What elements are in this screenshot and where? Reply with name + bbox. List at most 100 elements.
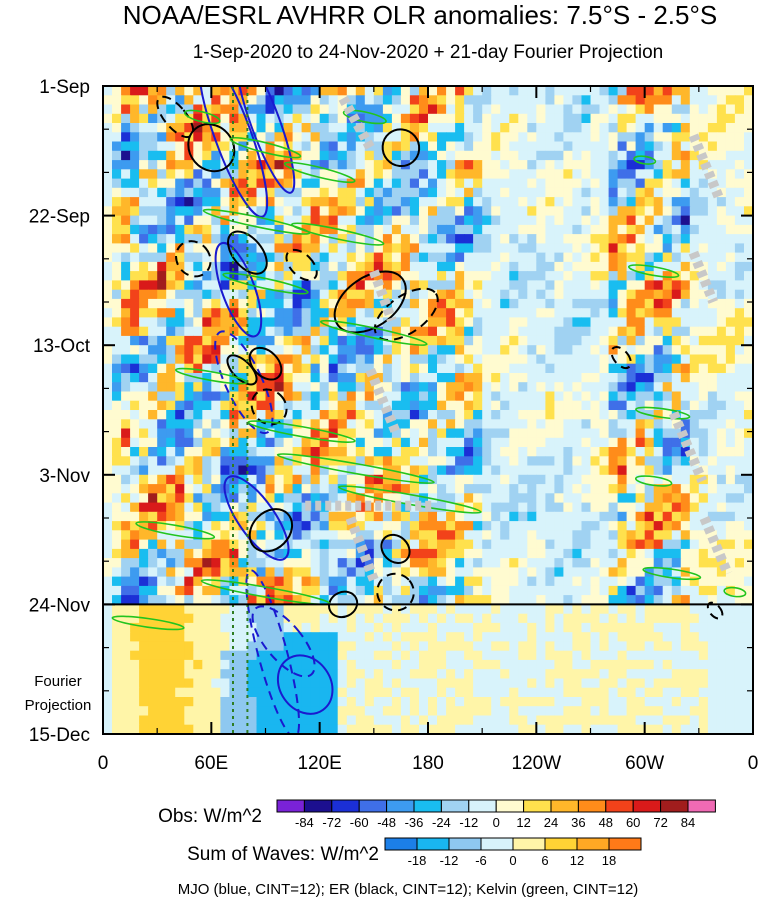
olr-cell (608, 456, 619, 467)
olr-cell (744, 160, 753, 170)
olr-cell (617, 86, 628, 96)
olr-cell (184, 558, 194, 568)
olr-cell (716, 632, 727, 643)
olr-cell (518, 558, 528, 568)
olr-cell (419, 437, 429, 448)
olr-cell (292, 363, 303, 374)
olr-cell (301, 641, 312, 652)
olr-cell (536, 613, 546, 624)
olr-cell (608, 391, 619, 402)
olr-cell (716, 95, 727, 106)
olr-cell (373, 585, 384, 596)
olr-cell (563, 132, 573, 143)
olr-cell (202, 484, 212, 494)
olr-cell (527, 456, 537, 467)
olr-cell (238, 558, 248, 568)
olr-cell (644, 354, 655, 365)
olr-cell (527, 484, 537, 494)
olr-cell (635, 484, 646, 494)
olr-cell (554, 298, 564, 309)
olr-cell (581, 123, 592, 133)
olr-cell (310, 363, 321, 374)
olr-cell (274, 539, 285, 550)
olr-cell (707, 206, 718, 217)
olr-cell (527, 687, 537, 698)
olr-cell (599, 150, 610, 161)
olr-cell (527, 289, 537, 300)
olr-cell (509, 132, 519, 143)
olr-cell (698, 113, 709, 124)
olr-cell (157, 493, 167, 504)
olr-cell (220, 289, 230, 300)
olr-cell (482, 187, 492, 198)
olr-cell (409, 530, 420, 541)
olr-cell (689, 576, 700, 587)
olr-cell (509, 363, 519, 374)
olr-cell (473, 585, 483, 596)
olr-cell (599, 613, 610, 624)
olr-cell (437, 539, 447, 550)
olr-cell (599, 113, 610, 124)
olr-cell (698, 410, 709, 420)
olr-cell (662, 428, 673, 439)
olr-cell (473, 567, 483, 578)
olr-cell (328, 141, 339, 152)
olr-cell (716, 178, 727, 189)
olr-cell (509, 298, 519, 309)
olr-cell (662, 86, 673, 96)
olr-cell (671, 391, 682, 402)
olr-cell (373, 187, 384, 198)
olr-cell (482, 595, 492, 605)
olr-cell (346, 261, 357, 272)
olr-cell (590, 548, 601, 559)
olr-cell (689, 86, 700, 96)
olr-cell (247, 474, 257, 485)
olr-cell (707, 141, 718, 152)
olr-cell (220, 113, 230, 124)
olr-cell (554, 437, 564, 448)
olr-cell (139, 289, 149, 300)
olr-cell (148, 391, 158, 402)
olr-cell (157, 206, 167, 217)
olr-cell (103, 132, 113, 143)
olr-cell (581, 613, 592, 624)
olr-cell (166, 363, 176, 374)
olr-cell (473, 104, 483, 115)
olr-cell (581, 215, 592, 226)
olr-cell (428, 197, 438, 207)
olr-cell (130, 474, 140, 485)
olr-cell (103, 391, 113, 402)
olr-cell (455, 104, 465, 115)
olr-cell (319, 604, 330, 615)
olr-cell (256, 447, 267, 457)
olr-cell (518, 622, 528, 633)
olr-cell (635, 511, 646, 522)
olr-cell (211, 373, 221, 383)
olr-cell (301, 382, 312, 393)
olr-cell (121, 715, 131, 726)
olr-cell (518, 410, 528, 420)
olr-cell (662, 113, 673, 124)
olr-cell (139, 650, 149, 661)
olr-cell (734, 150, 745, 161)
olr-cell (166, 715, 176, 726)
olr-cell (310, 521, 321, 531)
olr-cell (391, 521, 402, 531)
olr-cell (455, 576, 465, 587)
olr-cell (527, 224, 537, 235)
olr-cell (527, 280, 537, 291)
olr-cell (563, 187, 573, 198)
olr-cell (527, 169, 537, 180)
olr-cell (328, 502, 339, 513)
olr-cell (409, 558, 420, 568)
olr-cell (112, 345, 122, 356)
olr-cell (563, 345, 573, 356)
olr-cell (536, 345, 546, 356)
olr-cell (707, 345, 718, 356)
olr-cell (220, 456, 230, 467)
olr-cell (121, 697, 131, 707)
olr-cell (446, 123, 456, 133)
olr-cell (274, 521, 285, 531)
olr-cell (400, 187, 411, 198)
olr-cell (563, 502, 573, 513)
